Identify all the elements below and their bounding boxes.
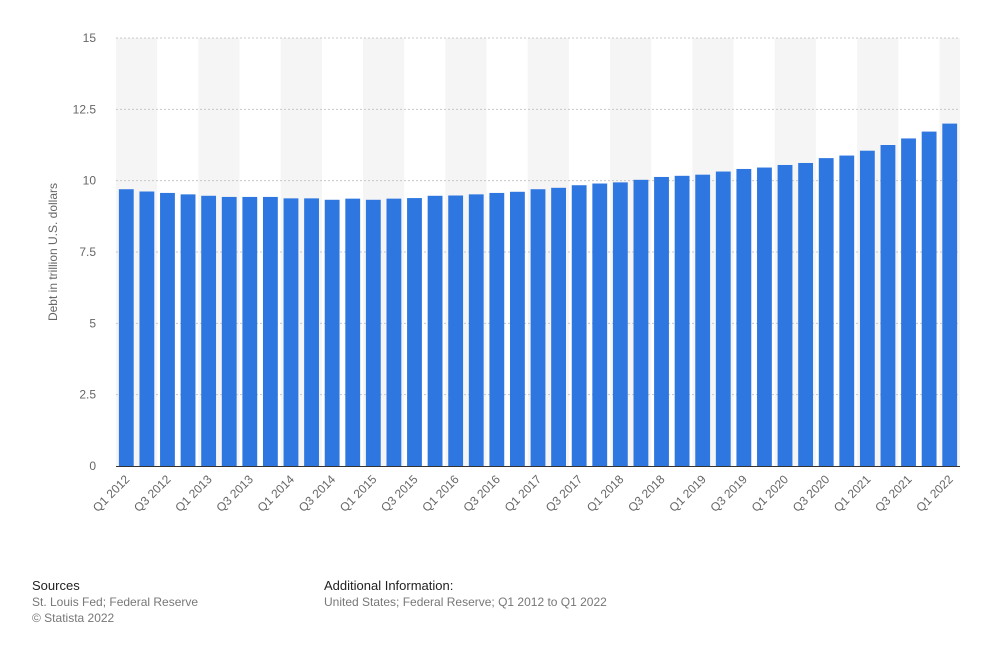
bar[interactable]: [839, 155, 855, 467]
bar[interactable]: [551, 187, 566, 467]
bar[interactable]: [201, 195, 217, 466]
x-tick-label: Q1 2019: [666, 472, 709, 515]
bar[interactable]: [283, 198, 299, 466]
y-tick-label: 7.5: [79, 245, 96, 259]
footer-sources: Sources St. Louis Fed; Federal Reserve ©…: [32, 578, 198, 626]
bar[interactable]: [736, 168, 752, 466]
bar[interactable]: [798, 162, 814, 466]
additional-info-text: United States; Federal Reserve; Q1 2012 …: [324, 595, 607, 609]
bar[interactable]: [818, 158, 834, 466]
bar[interactable]: [365, 199, 381, 466]
bar[interactable]: [880, 145, 896, 466]
x-tick-label: Q1 2014: [255, 472, 298, 515]
x-tick-label: Q3 2018: [625, 472, 668, 515]
bar[interactable]: [695, 174, 711, 466]
x-tick-label: Q3 2019: [708, 472, 751, 515]
x-tick-label: Q1 2015: [337, 472, 380, 515]
bar[interactable]: [407, 198, 422, 466]
y-tick-label: 10: [83, 174, 97, 188]
y-tick-label: 15: [83, 31, 97, 45]
copyright-text: © Statista 2022: [32, 611, 115, 625]
x-tick-label: Q1 2022: [913, 472, 956, 515]
x-tick-label: Q3 2016: [460, 472, 503, 515]
bar[interactable]: [674, 175, 690, 467]
bar[interactable]: [921, 131, 937, 466]
bar[interactable]: [262, 196, 278, 466]
bar[interactable]: [242, 196, 258, 466]
bar[interactable]: [448, 195, 464, 466]
x-tick-label: Q3 2017: [543, 472, 586, 515]
bar[interactable]: [118, 189, 134, 466]
x-tick-label: Q1 2012: [90, 472, 133, 515]
x-tick-label: Q3 2021: [872, 472, 915, 515]
bars: [118, 123, 958, 467]
bar[interactable]: [530, 189, 546, 466]
x-tick-label: Q3 2013: [213, 472, 256, 515]
x-tick-label: Q3 2012: [131, 472, 174, 515]
x-tick-label: Q1 2018: [584, 472, 627, 515]
bar[interactable]: [633, 179, 649, 466]
x-tick-label: Q1 2016: [419, 472, 462, 515]
bar[interactable]: [612, 182, 628, 466]
y-tick-label: 12.5: [73, 102, 97, 116]
bar[interactable]: [324, 199, 340, 466]
x-tick-label: Q3 2014: [296, 472, 339, 515]
x-tick-label: Q3 2020: [790, 472, 833, 515]
x-tick-label: Q1 2013: [172, 472, 215, 515]
sources-heading: Sources: [32, 578, 80, 593]
bar[interactable]: [221, 196, 237, 466]
bar[interactable]: [654, 176, 669, 466]
x-tick-label: Q1 2020: [749, 472, 792, 515]
bar[interactable]: [859, 150, 875, 466]
y-tick-label: 5: [89, 316, 96, 330]
bar[interactable]: [901, 138, 916, 467]
y-tick-label: 2.5: [79, 388, 96, 402]
bar[interactable]: [468, 194, 484, 466]
bar[interactable]: [345, 198, 361, 466]
y-tick-label: 0: [89, 459, 96, 473]
x-tick-label: Q1 2017: [502, 472, 545, 515]
bar[interactable]: [489, 192, 505, 466]
bar[interactable]: [715, 171, 731, 466]
bar[interactable]: [592, 183, 608, 466]
bar[interactable]: [510, 191, 525, 466]
sources-text: St. Louis Fed; Federal Reserve: [32, 595, 199, 609]
y-axis: 0 2.5 5 7.5 10 12.5 15: [73, 31, 97, 473]
footer-additional-info: Additional Information: United States; F…: [324, 578, 607, 610]
bar[interactable]: [160, 192, 175, 466]
y-axis-title: Debt in trillion U.S. dollars: [46, 183, 60, 321]
x-tick-label: Q3 2015: [378, 472, 421, 515]
bar[interactable]: [571, 185, 587, 466]
bar[interactable]: [180, 194, 196, 466]
bar[interactable]: [386, 198, 402, 466]
bar[interactable]: [139, 191, 155, 466]
bar[interactable]: [777, 164, 793, 466]
bar[interactable]: [304, 198, 319, 466]
bar[interactable]: [427, 195, 443, 466]
bar[interactable]: [942, 123, 958, 466]
additional-info-heading: Additional Information:: [324, 578, 454, 593]
bar[interactable]: [757, 167, 772, 467]
x-tick-label: Q1 2021: [831, 472, 874, 515]
